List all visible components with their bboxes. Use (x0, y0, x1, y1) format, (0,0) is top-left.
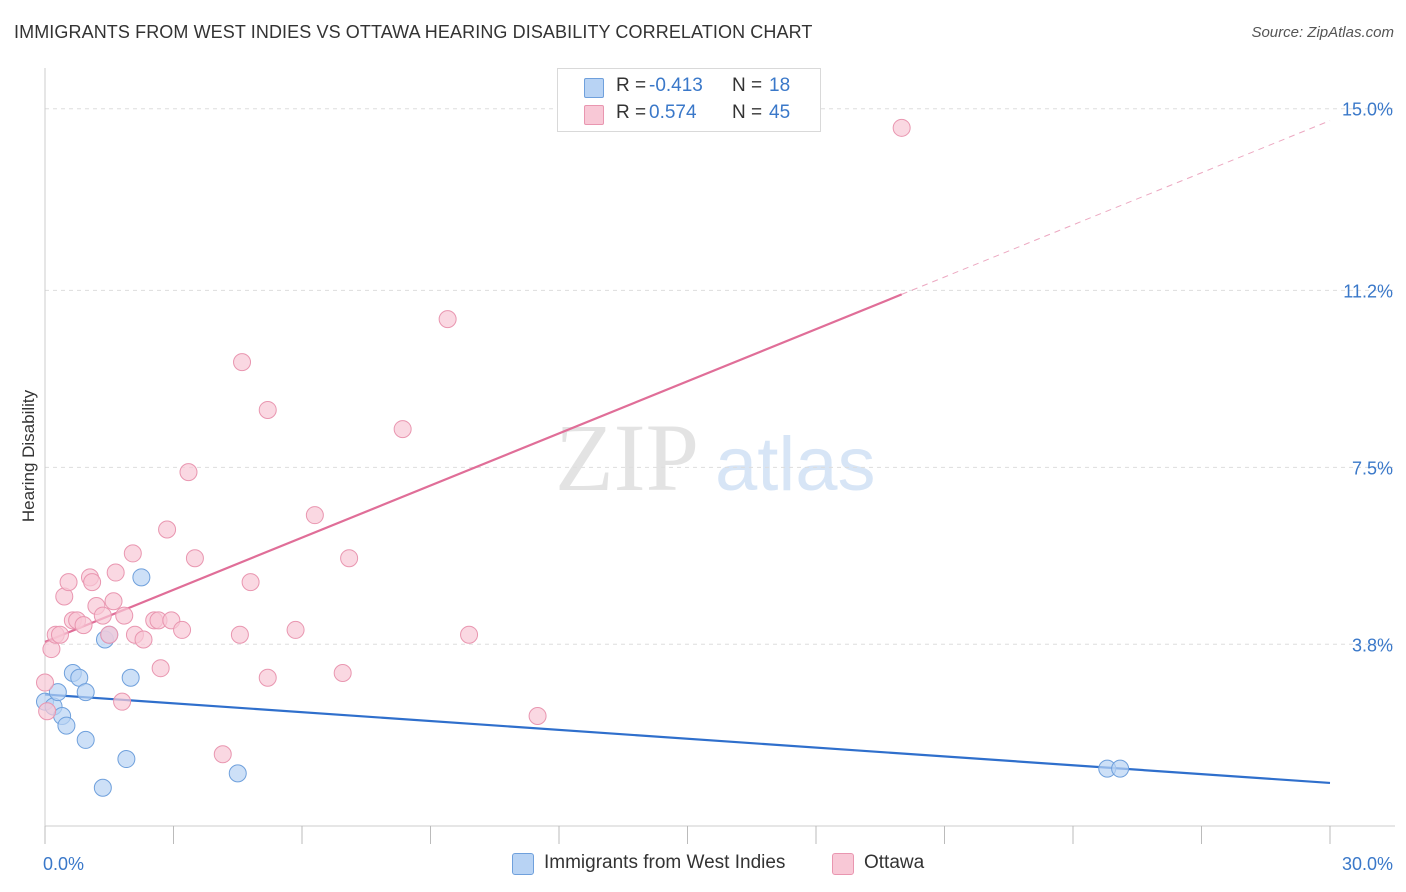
ottawa-point (333, 663, 352, 682)
legend-n-label: N = (732, 75, 763, 96)
ottawa-point (340, 549, 359, 568)
bottom-legend-swatch-pink (832, 853, 854, 875)
ottawa-point (74, 616, 93, 635)
ottawa-trend-line (44, 293, 903, 643)
ottawa-point (233, 353, 252, 372)
west-indies-point (121, 668, 140, 687)
west-indies-point (57, 716, 76, 735)
ottawa-point (892, 118, 911, 137)
bottom-legend-swatch-blue (512, 853, 534, 875)
west-indies-point (117, 750, 136, 769)
ottawa-point (50, 625, 69, 644)
ottawa-point (213, 745, 232, 764)
legend-n-value: 18 (769, 75, 791, 96)
tick-labels: 3.8% 7.5% 11.2% 15.0% 0.0% 30.0% (43, 100, 1393, 874)
ottawa-point (241, 573, 260, 592)
gridlines (45, 108, 1395, 645)
ottawa-point (106, 563, 125, 582)
ottawa-point (123, 544, 142, 563)
ottawa-point (158, 520, 177, 539)
source-credit: Source: ZipAtlas.com (1251, 24, 1394, 41)
ottawa-point (393, 420, 412, 439)
legend-r-value: -0.413 (649, 75, 703, 96)
ottawa-point (173, 620, 192, 639)
ottawa-point (438, 310, 457, 329)
bottom-legend-label: Immigrants from West Indies (544, 852, 786, 873)
y-tick-label: 11.2% (1343, 281, 1393, 301)
legend-n-label: N = (732, 102, 763, 123)
legend-r-value: 0.574 (649, 102, 697, 123)
y-axis-label: Hearing Disability (19, 389, 38, 522)
ottawa-point (258, 668, 277, 687)
legend-r-label: R = (616, 102, 647, 123)
west-indies-point (1111, 759, 1130, 778)
x-tick-label: 0.0% (43, 854, 84, 874)
ottawa-point (230, 625, 249, 644)
ottawa-point (258, 400, 277, 419)
watermark-zip: ZIP (555, 404, 699, 511)
legend-swatch-blue (584, 78, 604, 98)
west-indies-point (132, 568, 151, 587)
ottawa-trend-extension (901, 120, 1331, 295)
data-points (36, 118, 1130, 797)
west-indies-point (93, 778, 112, 797)
ottawa-point (83, 573, 102, 592)
ottawa-point (528, 707, 547, 726)
x-tick-label: 30.0% (1342, 854, 1393, 874)
y-tick-label: 7.5% (1352, 458, 1393, 478)
legend-r-label: R = (616, 75, 647, 96)
ottawa-point (104, 592, 123, 611)
bottom-legend-label: Ottawa (864, 852, 925, 873)
ottawa-point (113, 692, 132, 711)
ottawa-point (36, 673, 54, 692)
ottawa-point (100, 625, 119, 644)
legend-swatch-pink (584, 105, 604, 125)
legend-n-value: 45 (769, 102, 791, 123)
watermark: ZIP atlas (555, 404, 876, 511)
y-tick-label: 3.8% (1352, 635, 1393, 655)
ottawa-point (460, 625, 479, 644)
y-tick-label: 15.0% (1342, 100, 1393, 120)
west-indies-point (228, 764, 247, 783)
ottawa-point (286, 620, 305, 639)
ottawa-point (134, 630, 153, 649)
west-indies-point (76, 730, 95, 749)
chart-title: IMMIGRANTS FROM WEST INDIES VS OTTAWA HE… (14, 22, 813, 42)
ottawa-point (93, 606, 112, 625)
ottawa-point (185, 549, 204, 568)
west-indies-point (76, 683, 95, 702)
ottawa-point (38, 702, 57, 721)
ottawa-point (179, 463, 198, 482)
stats-legend: R = -0.413 N = 18 R = 0.574 N = 45 (557, 68, 821, 132)
watermark-atlas: atlas (715, 422, 876, 507)
ottawa-point (305, 506, 324, 525)
ottawa-point (115, 606, 134, 625)
ottawa-point (59, 573, 78, 592)
west-indies-point (48, 683, 67, 702)
ottawa-point (151, 659, 170, 678)
